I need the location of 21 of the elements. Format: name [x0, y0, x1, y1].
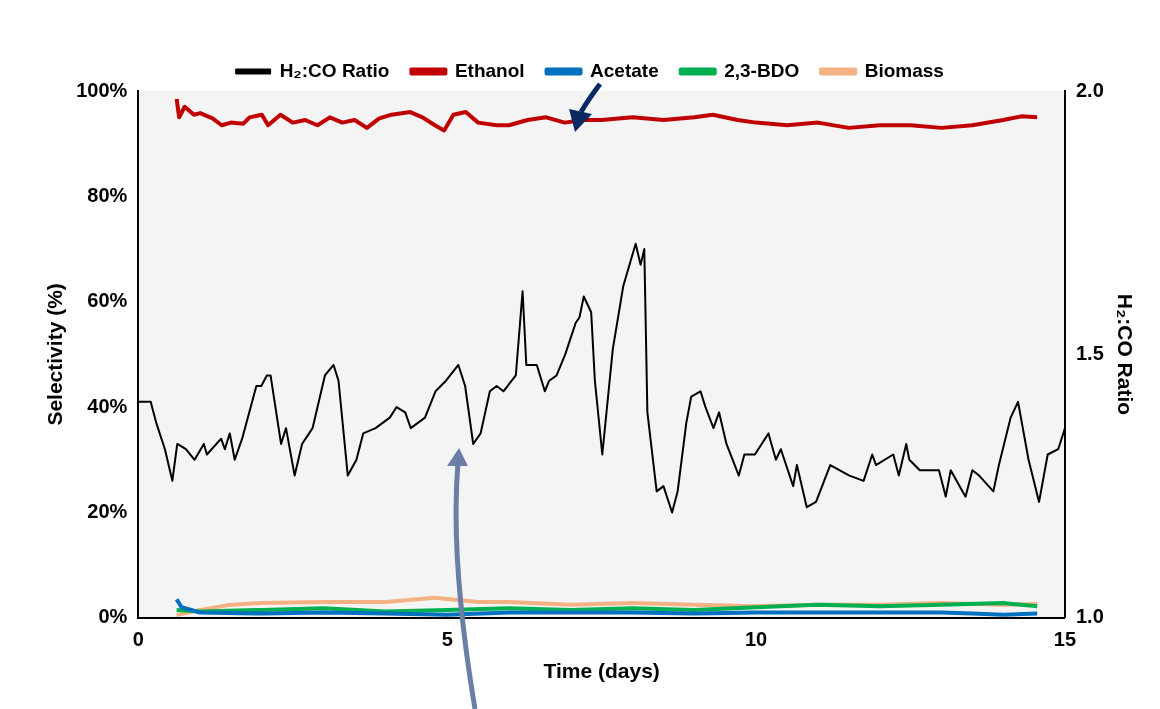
x-tick-label: 5	[441, 628, 453, 651]
y2-tick-label: 1.5	[1076, 341, 1104, 364]
legend-label: Ethanol	[454, 59, 525, 81]
y2-axis-title: H₂:CO Ratio	[1113, 293, 1137, 416]
y-tick-label: 40%	[87, 394, 128, 417]
legend-label: H₂:CO Ratio	[279, 59, 390, 81]
y-tick-label: 80%	[87, 183, 128, 206]
y-tick-label: 0%	[98, 605, 128, 628]
x-tick-label: 0	[132, 628, 144, 651]
y-tick-label: 20%	[87, 499, 128, 522]
y-axis-title: Selectivity (%)	[43, 283, 67, 426]
y-tick-label: 100%	[76, 78, 128, 101]
y2-tick-label: 1.0	[1076, 605, 1104, 628]
y2-tick-label: 2.0	[1076, 78, 1104, 101]
legend-label: Biomass	[864, 59, 944, 81]
legend-label: Acetate	[590, 59, 659, 81]
x-axis-title: Time (days)	[543, 659, 660, 683]
x-tick-label: 15	[1053, 628, 1077, 651]
y-tick-label: 60%	[87, 289, 128, 312]
x-tick-label: 10	[744, 628, 768, 651]
legend-label: 2,3-BDO	[724, 59, 800, 81]
